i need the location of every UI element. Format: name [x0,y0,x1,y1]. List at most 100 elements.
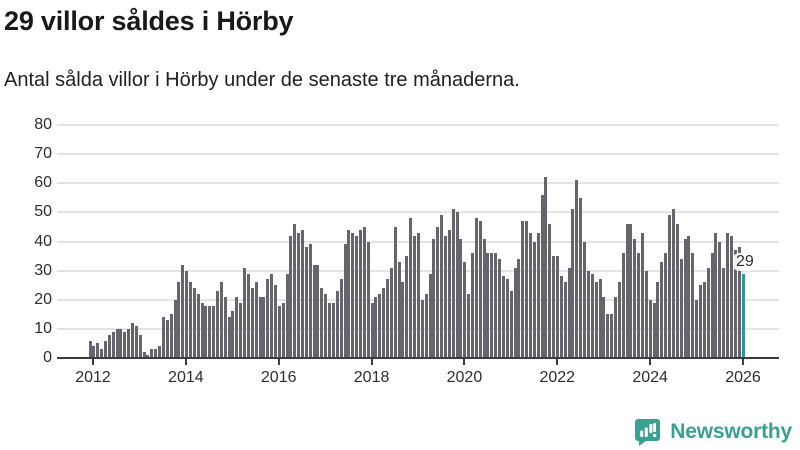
bar [150,349,154,358]
bar [397,261,401,358]
bar [517,258,521,358]
bar [455,212,459,358]
x-axis-label-2016: 2016 [260,369,297,386]
bar [706,267,710,358]
y-axis-label-80: 80 [34,116,52,133]
bar [540,194,544,358]
gridline-y-60 [57,182,779,185]
bar [358,229,362,358]
bar [671,209,675,358]
bar [111,331,115,358]
bar [331,302,335,358]
bar [552,256,556,358]
bar [729,235,733,358]
y-axis-label-70: 70 [34,145,52,163]
bar [393,226,397,358]
bar [212,305,216,358]
bar [204,305,208,358]
bar [165,320,169,358]
bar [559,276,563,358]
bar [208,305,212,358]
bar [219,282,223,358]
bar-highlighted [741,273,745,358]
bar [428,273,432,358]
bar [718,241,722,358]
y-axis-label-30: 30 [34,261,52,279]
x-axis-label-2012: 2012 [75,369,111,386]
bar [161,317,165,358]
bar [617,282,621,358]
bar [474,218,478,358]
bar [158,346,162,358]
bar [621,253,625,358]
bar [451,209,455,358]
bar [590,273,594,358]
bar [100,349,104,358]
bar [641,232,645,358]
x-axis-tick-2018 [370,359,373,365]
bar [478,221,482,358]
bar [92,346,96,358]
bar [285,273,289,358]
bar [273,285,277,358]
x-axis-tick-2024 [649,359,652,365]
bar [424,293,428,358]
bar [107,334,111,358]
bar [563,282,567,358]
x-axis-tick-2012 [92,359,94,365]
bar [335,291,339,358]
bar [637,253,641,358]
bar [722,267,726,358]
bar [594,282,598,358]
bar [710,253,714,358]
gridline-y-50 [57,211,779,214]
x-axis-tick-2016 [277,359,280,365]
x-axis-label-2020: 2020 [446,369,483,386]
bar [289,235,293,358]
bar [420,299,424,358]
bar [297,232,301,358]
x-axis-tick-2026 [742,359,744,365]
bar [378,293,382,358]
bar [347,229,351,358]
bar [695,299,699,358]
bar [374,296,378,358]
bar [235,296,239,358]
bar [586,270,590,358]
bar [691,253,695,358]
bar [525,221,529,358]
bar [192,288,196,358]
bar [301,229,304,358]
bar [544,177,548,358]
bar [471,253,475,358]
bar [509,291,513,358]
bar [200,302,204,358]
page-title: 29 villor såldes i Hörby [4,6,294,36]
bar [154,349,158,358]
bar [386,279,390,358]
bar [250,288,254,358]
bar [339,279,343,358]
y-axis-label-20: 20 [34,290,52,308]
bar [583,241,587,358]
brand-logo[interactable]: Newsworthy [633,417,792,446]
x-axis-label-2014: 2014 [168,369,204,386]
bar [432,238,436,358]
bar [316,264,320,358]
bar [679,258,683,358]
bar [556,256,560,358]
bar [486,253,490,358]
x-axis-tick-2020 [463,359,466,365]
bar [138,334,142,358]
bar [567,267,571,358]
bar [343,244,347,358]
bar [243,267,247,358]
bar [355,235,359,358]
bar [598,279,602,358]
bar [196,293,200,358]
last-value-annotation: 29 [733,252,757,271]
chart-subtitle: Antal sålda villor i Hörby under de sena… [4,69,520,91]
bar [575,180,579,358]
bar [304,247,308,358]
